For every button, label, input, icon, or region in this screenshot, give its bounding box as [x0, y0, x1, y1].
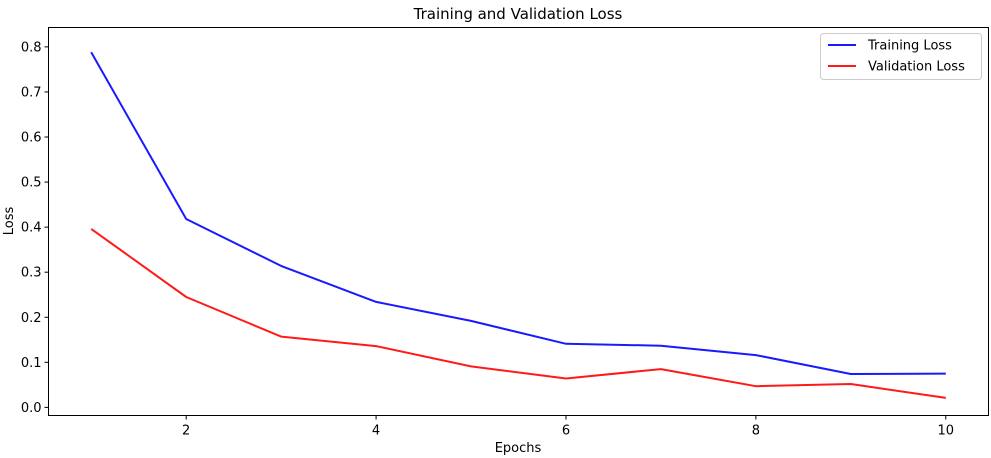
y-tick-label: 0.3	[21, 266, 42, 281]
validation-loss-legend-label: Validation Loss	[868, 60, 965, 75]
x-axis-ticks: 2 4 6 8 10	[182, 415, 954, 439]
y-axis-ticks: 0.0 0.1 0.2 0.3 0.4 0.5 0.6 0.7 0.8	[21, 40, 49, 416]
plot-frame	[48, 27, 989, 416]
series-lines	[90, 51, 946, 399]
y-axis-label: Loss	[2, 207, 17, 236]
y-tick-label: 0.8	[21, 40, 42, 55]
y-tick-label: 0.6	[21, 131, 42, 146]
chart-title: Training and Validation Loss	[413, 5, 623, 23]
x-tick-label: 8	[752, 424, 760, 439]
x-axis-label: Epochs	[495, 441, 542, 456]
validation-loss-line	[90, 228, 946, 399]
x-tick-label: 6	[562, 424, 570, 439]
y-tick-label: 0.7	[21, 85, 42, 100]
y-tick-label: 0.2	[21, 311, 42, 326]
training-loss-line	[90, 51, 946, 375]
x-tick-label: 2	[182, 424, 190, 439]
y-tick-label: 0.4	[21, 221, 42, 236]
y-tick-label: 0.1	[21, 356, 42, 371]
legend: Training Loss Validation Loss	[820, 33, 982, 80]
x-tick-label: 4	[372, 424, 380, 439]
legend-box	[820, 33, 982, 80]
y-tick-label: 0.5	[21, 176, 42, 191]
legend-entries: Training Loss Validation Loss	[828, 39, 965, 75]
y-tick-label: 0.0	[21, 401, 42, 416]
x-tick-label: 10	[937, 424, 954, 439]
training-loss-legend-label: Training Loss	[867, 39, 952, 54]
